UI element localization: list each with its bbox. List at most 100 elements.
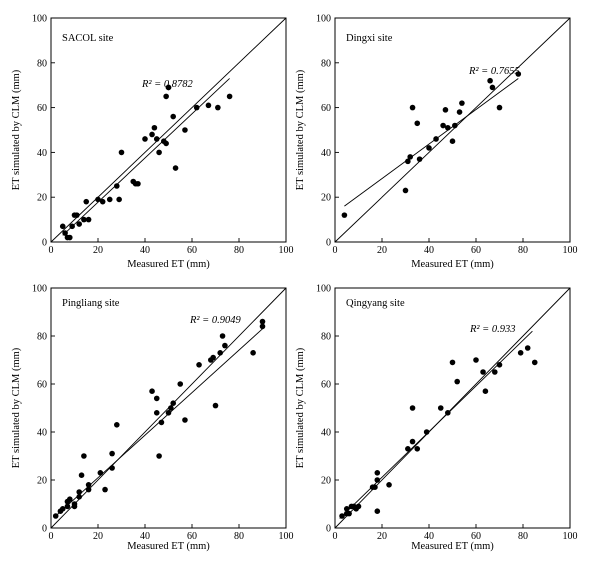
regression-line (344, 78, 519, 207)
y-tick-label: 20 (37, 476, 47, 487)
y-tick-label: 40 (321, 428, 331, 439)
x-tick-label: 60 (187, 245, 197, 256)
data-point-sacol (226, 93, 233, 100)
data-point-sacol (182, 127, 188, 133)
y-tick-label: 60 (37, 103, 47, 114)
data-point-dingxi (341, 212, 348, 218)
data-point-sacol (85, 216, 92, 223)
data-point-sacol (170, 113, 176, 120)
y-tick-label: 40 (37, 428, 47, 439)
data-point-qingyang (409, 405, 416, 411)
data-point-sacol (69, 223, 75, 230)
data-point-pingliang (156, 453, 162, 459)
x-axis-title-dingxi: Measured ET (mm) (411, 259, 494, 270)
data-point-dingxi (489, 84, 496, 91)
x-tick-label: 40 (424, 531, 434, 542)
one-to-one-line (334, 287, 571, 529)
data-point-sacol (156, 149, 162, 156)
y-tick-label: 0 (326, 238, 331, 249)
data-point-qingyang (374, 508, 381, 514)
data-point-pingliang (196, 362, 202, 368)
data-point-pingliang (250, 350, 256, 356)
site-label-sacol: SACOL site (62, 33, 114, 44)
one-to-one-line (50, 17, 287, 243)
data-point-pingliang (168, 405, 174, 411)
data-point-sacol (59, 223, 66, 230)
y-axis-title-qingyang: ET simulated by CLM (mm) (295, 347, 306, 468)
x-tick-label: 20 (377, 245, 387, 256)
data-point-pingliang (153, 410, 160, 416)
x-tick-label: 20 (377, 531, 387, 542)
panel-dingxi: Dingxi site R² = 0.7655 Measured ET (mm)… (295, 14, 578, 271)
data-point-pingliang (210, 354, 216, 361)
data-point-dingxi (487, 77, 493, 84)
data-point-sacol (83, 198, 90, 205)
data-point-pingliang (85, 482, 92, 488)
y-axis-title-sacol: ET simulated by CLM (mm) (11, 69, 22, 190)
y-tick-label: 80 (321, 332, 331, 343)
r2-label-qingyang: R² = 0.933 (469, 324, 516, 335)
y-axis-title-dingxi: ET simulated by CLM (mm) (295, 69, 306, 190)
x-tick-label: 60 (187, 531, 197, 542)
data-point-sacol (114, 183, 120, 189)
data-point-dingxi (442, 107, 449, 113)
y-tick-label: 100 (316, 284, 331, 295)
data-point-qingyang (374, 470, 381, 476)
data-point-qingyang (343, 506, 350, 512)
data-point-sacol (142, 136, 148, 142)
data-point-qingyang (492, 369, 498, 375)
y-tick-label: 100 (32, 14, 47, 25)
plot-frame (334, 287, 571, 529)
data-point-sacol (74, 212, 80, 218)
x-tick-label: 80 (518, 245, 528, 256)
data-point-pingliang (217, 350, 223, 356)
data-point-sacol (149, 131, 155, 138)
data-point-pingliang (170, 400, 176, 407)
data-point-pingliang (114, 422, 120, 428)
data-point-qingyang (445, 410, 451, 416)
data-point-qingyang (414, 446, 421, 452)
data-point-pingliang (222, 342, 228, 349)
panel-sacol: SACOL site R² = 0.8782 Measured ET (mm) … (11, 14, 294, 271)
data-point-sacol (116, 196, 122, 203)
data-point-qingyang (346, 510, 352, 517)
data-point-qingyang (531, 359, 538, 366)
data-point-qingyang (437, 405, 444, 411)
x-tick-label: 0 (333, 531, 338, 542)
y-tick-label: 100 (316, 14, 331, 25)
y-tick-label: 80 (37, 58, 47, 69)
regression-line (339, 330, 533, 519)
data-point-sacol (99, 198, 106, 205)
data-point-qingyang (524, 345, 531, 351)
data-point-qingyang (482, 388, 489, 395)
data-point-pingliang (177, 381, 184, 387)
y-tick-label: 20 (37, 193, 47, 204)
data-point-dingxi (416, 156, 423, 162)
y-tick-label: 60 (321, 103, 331, 114)
x-tick-label: 100 (563, 245, 578, 256)
data-point-dingxi (496, 104, 503, 111)
data-point-sacol (151, 124, 158, 131)
data-point-dingxi (402, 187, 409, 194)
r2-label-sacol: R² = 0.8782 (141, 79, 194, 90)
data-point-qingyang (496, 362, 503, 368)
r2-label-pingliang: R² = 0.9049 (189, 315, 242, 326)
data-point-sacol (95, 196, 101, 203)
regression-line (62, 78, 230, 236)
data-point-dingxi (407, 154, 414, 160)
data-point-sacol (163, 140, 169, 147)
data-point-pingliang (153, 395, 160, 402)
x-tick-label: 100 (563, 531, 578, 542)
data-point-qingyang (449, 359, 456, 366)
data-point-pingliang (109, 450, 115, 457)
x-tick-label: 100 (279, 245, 294, 256)
data-point-pingliang (212, 402, 219, 409)
data-point-qingyang (454, 378, 461, 385)
panel-pingliang: Pingliang site R² = 0.9049 Measured ET (… (11, 284, 294, 553)
data-point-sacol (205, 102, 212, 109)
data-point-dingxi (449, 138, 456, 144)
data-point-dingxi (414, 120, 421, 127)
data-point-pingliang (102, 486, 108, 493)
x-tick-label: 0 (333, 245, 338, 256)
